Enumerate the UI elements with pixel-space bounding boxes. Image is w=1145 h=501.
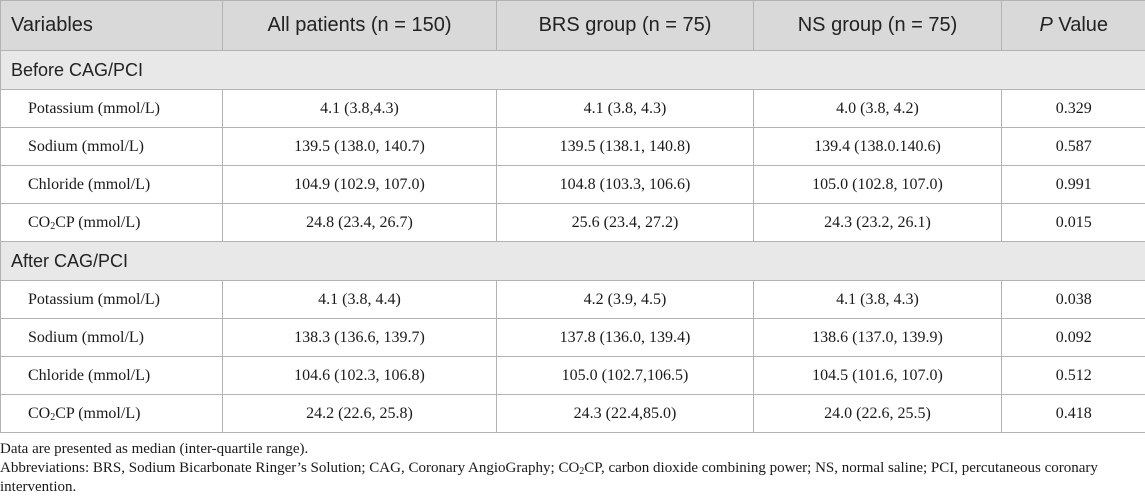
cell-variable: CO2CP (mmol/L) <box>0 394 223 433</box>
cell-p: 0.038 <box>1001 280 1145 319</box>
table-row: Chloride (mmol/L) 104.9 (102.9, 107.0) 1… <box>0 165 1145 204</box>
var-pre: CO <box>28 213 51 231</box>
header-row: Variables All patients (n = 150) BRS gro… <box>0 0 1145 51</box>
header-p-rest: Value <box>1052 14 1109 36</box>
cell-all: 138.3 (136.6, 139.7) <box>222 318 497 357</box>
var-sub: 2 <box>50 411 56 423</box>
var-post: CP (mmol/L) <box>55 404 141 422</box>
footnote-abbreviations: Abbreviations: BRS, Sodium Bicarbonate R… <box>0 459 1145 497</box>
cell-brs: 4.1 (3.8, 4.3) <box>496 89 754 128</box>
cell-p: 0.092 <box>1001 318 1145 357</box>
cell-all: 24.8 (23.4, 26.7) <box>222 203 497 242</box>
header-p-italic: P <box>1039 14 1053 36</box>
cell-brs: 139.5 (138.1, 140.8) <box>496 127 754 166</box>
table-row: Potassium (mmol/L) 4.1 (3.8, 4.4) 4.2 (3… <box>0 280 1145 319</box>
section-title: After CAG/PCI <box>0 241 1145 281</box>
cell-p: 0.512 <box>1001 356 1145 395</box>
cell-ns: 4.0 (3.8, 4.2) <box>753 89 1002 128</box>
section-title: Before CAG/PCI <box>0 50 1145 90</box>
cell-ns: 139.4 (138.0.140.6) <box>753 127 1002 166</box>
var-sub: 2 <box>50 220 56 232</box>
cell-brs: 24.3 (22.4,85.0) <box>496 394 754 433</box>
cell-p: 0.418 <box>1001 394 1145 433</box>
table-footnotes: Data are presented as median (inter-quar… <box>0 440 1145 497</box>
cell-variable: Sodium (mmol/L) <box>0 127 223 166</box>
cell-ns: 104.5 (101.6, 107.0) <box>753 356 1002 395</box>
cell-all: 139.5 (138.0, 140.7) <box>222 127 497 166</box>
footnote-data-presentation: Data are presented as median (inter-quar… <box>0 441 309 457</box>
table-row: CO2CP (mmol/L) 24.2 (22.6, 25.8) 24.3 (2… <box>0 394 1145 433</box>
cell-brs: 137.8 (136.0, 139.4) <box>496 318 754 357</box>
cell-ns: 105.0 (102.8, 107.0) <box>753 165 1002 204</box>
cell-all: 104.6 (102.3, 106.8) <box>222 356 497 395</box>
table-row: Potassium (mmol/L) 4.1 (3.8,4.3) 4.1 (3.… <box>0 89 1145 128</box>
cell-all: 4.1 (3.8, 4.4) <box>222 280 497 319</box>
cell-ns: 24.3 (23.2, 26.1) <box>753 203 1002 242</box>
data-table: Variables All patients (n = 150) BRS gro… <box>0 0 1145 433</box>
table-row: Chloride (mmol/L) 104.6 (102.3, 106.8) 1… <box>0 356 1145 395</box>
header-brs-group: BRS group (n = 75) <box>496 0 754 51</box>
cell-variable: Chloride (mmol/L) <box>0 356 223 395</box>
cell-ns: 24.0 (22.6, 25.5) <box>753 394 1002 433</box>
header-p-value: P Value <box>1001 0 1145 51</box>
cell-brs: 4.2 (3.9, 4.5) <box>496 280 754 319</box>
cell-p: 0.015 <box>1001 203 1145 242</box>
cell-variable: Potassium (mmol/L) <box>0 280 223 319</box>
cell-brs: 104.8 (103.3, 106.6) <box>496 165 754 204</box>
table-row: Sodium (mmol/L) 138.3 (136.6, 139.7) 137… <box>0 318 1145 357</box>
cell-p: 0.587 <box>1001 127 1145 166</box>
cell-variable: Chloride (mmol/L) <box>0 165 223 204</box>
section-row-after: After CAG/PCI <box>0 241 1145 281</box>
cell-brs: 105.0 (102.7,106.5) <box>496 356 754 395</box>
table-row: CO2CP (mmol/L) 24.8 (23.4, 26.7) 25.6 (2… <box>0 203 1145 242</box>
cell-all: 104.9 (102.9, 107.0) <box>222 165 497 204</box>
table-row: Sodium (mmol/L) 139.5 (138.0, 140.7) 139… <box>0 127 1145 166</box>
var-post: CP (mmol/L) <box>55 213 141 231</box>
abbr-sub: 2 <box>579 466 585 477</box>
abbr-post: CP, carbon dioxide combining power; NS, … <box>0 460 1098 495</box>
cell-p: 0.991 <box>1001 165 1145 204</box>
header-ns-group: NS group (n = 75) <box>753 0 1002 51</box>
header-all-patients: All patients (n = 150) <box>222 0 497 51</box>
cell-p: 0.329 <box>1001 89 1145 128</box>
section-row-before: Before CAG/PCI <box>0 50 1145 90</box>
cell-ns: 4.1 (3.8, 4.3) <box>753 280 1002 319</box>
cell-all: 24.2 (22.6, 25.8) <box>222 394 497 433</box>
cell-variable: Sodium (mmol/L) <box>0 318 223 357</box>
abbr-pre: Abbreviations: BRS, Sodium Bicarbonate R… <box>0 460 580 476</box>
header-variables: Variables <box>0 0 223 51</box>
cell-all: 4.1 (3.8,4.3) <box>222 89 497 128</box>
cell-variable: Potassium (mmol/L) <box>0 89 223 128</box>
var-pre: CO <box>28 404 51 422</box>
cell-ns: 138.6 (137.0, 139.9) <box>753 318 1002 357</box>
cell-brs: 25.6 (23.4, 27.2) <box>496 203 754 242</box>
cell-variable: CO2CP (mmol/L) <box>0 203 223 242</box>
